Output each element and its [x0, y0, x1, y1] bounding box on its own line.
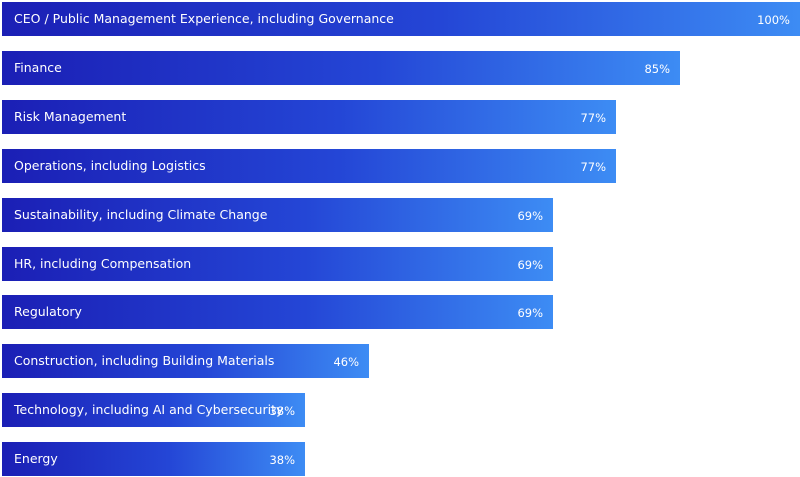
bar: HR, including Compensation 69%: [2, 247, 553, 281]
bar-category-label: HR, including Compensation: [14, 256, 192, 271]
bar-category-label: Risk Management: [14, 109, 127, 124]
bar-category-label: Energy: [14, 451, 58, 466]
bar-value-label: 85%: [644, 62, 670, 76]
bar-category-label: Operations, including Logistics: [14, 158, 206, 173]
bar: Operations, including Logistics 77%: [2, 149, 616, 183]
bar: Technology, including AI and Cybersecuri…: [2, 393, 305, 427]
bar: CEO / Public Management Experience, incl…: [2, 2, 800, 36]
bar-value-label: 69%: [517, 306, 543, 320]
bar-category-label: Finance: [14, 60, 62, 75]
bar-category-label: Sustainability, including Climate Change: [14, 207, 268, 222]
bar-category-label: Regulatory: [14, 304, 82, 319]
bar-value-label: 38%: [269, 453, 295, 467]
bar-value-label: 69%: [517, 209, 543, 223]
bar-value-label: 77%: [580, 160, 606, 174]
bar: Risk Management 77%: [2, 100, 616, 134]
bar-value-label: 100%: [757, 13, 790, 27]
bar-category-label: CEO / Public Management Experience, incl…: [14, 11, 394, 26]
bar-category-label: Technology, including AI and Cybersecuri…: [14, 402, 284, 417]
bar: Construction, including Building Materia…: [2, 344, 369, 378]
bar: Energy 38%: [2, 442, 305, 476]
bar-value-label: 46%: [333, 355, 359, 369]
bar-value-label: 77%: [580, 111, 606, 125]
bar: Sustainability, including Climate Change…: [2, 198, 553, 232]
bar: Finance 85%: [2, 51, 680, 85]
bar-value-label: 38%: [269, 404, 295, 418]
bar-value-label: 69%: [517, 258, 543, 272]
bar: Regulatory 69%: [2, 295, 553, 329]
bar-category-label: Construction, including Building Materia…: [14, 353, 275, 368]
